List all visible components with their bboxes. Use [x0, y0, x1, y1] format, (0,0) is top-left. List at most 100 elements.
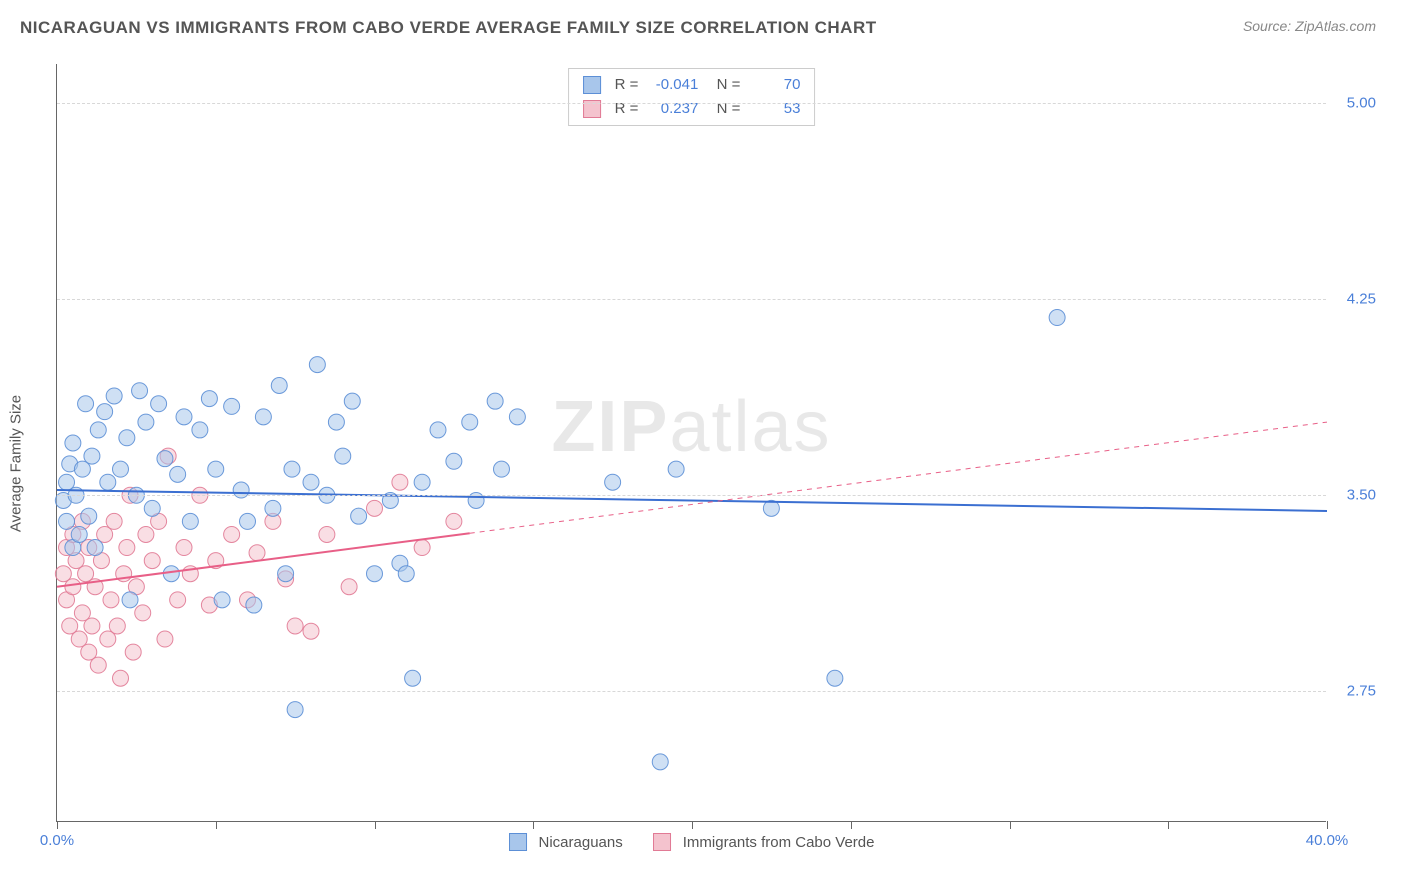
data-point [392, 474, 408, 490]
y-tick-label: 3.50 [1347, 487, 1376, 504]
data-point [367, 500, 383, 516]
data-point [90, 422, 106, 438]
data-point [287, 618, 303, 634]
data-point [138, 414, 154, 430]
data-point [240, 513, 256, 529]
data-point [109, 618, 125, 634]
data-point [84, 448, 100, 464]
data-point [106, 513, 122, 529]
data-point [71, 526, 87, 542]
gridline [57, 495, 1326, 496]
data-point [132, 383, 148, 399]
x-tick [851, 821, 852, 829]
y-tick-label: 2.75 [1347, 683, 1376, 700]
data-point [59, 513, 75, 529]
series-legend: Nicaraguans Immigrants from Cabo Verde [509, 833, 875, 851]
data-point [151, 396, 167, 412]
chart-container: Average Family Size ZIPatlas R = -0.041 … [50, 60, 1370, 850]
data-point [176, 409, 192, 425]
data-point [103, 592, 119, 608]
data-point [249, 545, 265, 561]
data-point [652, 754, 668, 770]
data-point [97, 404, 113, 420]
data-point [119, 430, 135, 446]
data-point [487, 393, 503, 409]
data-point [113, 670, 129, 686]
data-point [494, 461, 510, 477]
data-point [125, 644, 141, 660]
data-point [367, 566, 383, 582]
data-point [271, 377, 287, 393]
data-point [201, 391, 217, 407]
data-point [170, 466, 186, 482]
data-point [122, 592, 138, 608]
trend-line-dashed [470, 422, 1327, 533]
data-point [278, 566, 294, 582]
data-point [224, 526, 240, 542]
data-point [78, 396, 94, 412]
y-axis-label: Average Family Size [8, 395, 25, 532]
legend-item: Nicaraguans [509, 833, 623, 851]
data-point [344, 393, 360, 409]
y-tick-label: 5.00 [1347, 95, 1376, 112]
trend-line [57, 490, 1327, 511]
data-point [414, 540, 430, 556]
data-point [414, 474, 430, 490]
data-point [1049, 310, 1065, 326]
legend-label: Immigrants from Cabo Verde [683, 834, 875, 851]
x-tick [1010, 821, 1011, 829]
x-tick [375, 821, 376, 829]
data-point [319, 526, 335, 542]
chart-header: NICARAGUAN VS IMMIGRANTS FROM CABO VERDE… [0, 0, 1406, 46]
data-point [509, 409, 525, 425]
data-point [309, 357, 325, 373]
data-point [287, 702, 303, 718]
y-tick-label: 4.25 [1347, 291, 1376, 308]
scatter-svg [57, 64, 1326, 821]
data-point [255, 409, 271, 425]
data-point [119, 540, 135, 556]
data-point [192, 422, 208, 438]
data-point [351, 508, 367, 524]
x-tick-label: 0.0% [40, 832, 74, 849]
data-point [246, 597, 262, 613]
data-point [176, 540, 192, 556]
data-point [265, 500, 281, 516]
data-point [430, 422, 446, 438]
data-point [335, 448, 351, 464]
data-point [138, 526, 154, 542]
data-point [341, 579, 357, 595]
x-tick [1168, 821, 1169, 829]
data-point [65, 579, 81, 595]
data-point [157, 451, 173, 467]
data-point [214, 592, 230, 608]
x-tick [216, 821, 217, 829]
data-point [144, 500, 160, 516]
data-point [182, 513, 198, 529]
legend-label: Nicaraguans [539, 834, 623, 851]
data-point [605, 474, 621, 490]
data-point [303, 474, 319, 490]
data-point [84, 618, 100, 634]
chart-title: NICARAGUAN VS IMMIGRANTS FROM CABO VERDE… [20, 18, 877, 38]
data-point [446, 453, 462, 469]
data-point [405, 670, 421, 686]
data-point [462, 414, 478, 430]
legend-item: Immigrants from Cabo Verde [653, 833, 875, 851]
data-point [224, 398, 240, 414]
data-point [163, 566, 179, 582]
x-tick [692, 821, 693, 829]
data-point [106, 388, 122, 404]
data-point [328, 414, 344, 430]
data-point [398, 566, 414, 582]
data-point [144, 553, 160, 569]
data-point [65, 435, 81, 451]
data-point [100, 474, 116, 490]
x-tick [533, 821, 534, 829]
data-point [87, 540, 103, 556]
x-tick-label: 40.0% [1306, 832, 1349, 849]
data-point [135, 605, 151, 621]
gridline [57, 691, 1326, 692]
data-point [827, 670, 843, 686]
data-point [446, 513, 462, 529]
